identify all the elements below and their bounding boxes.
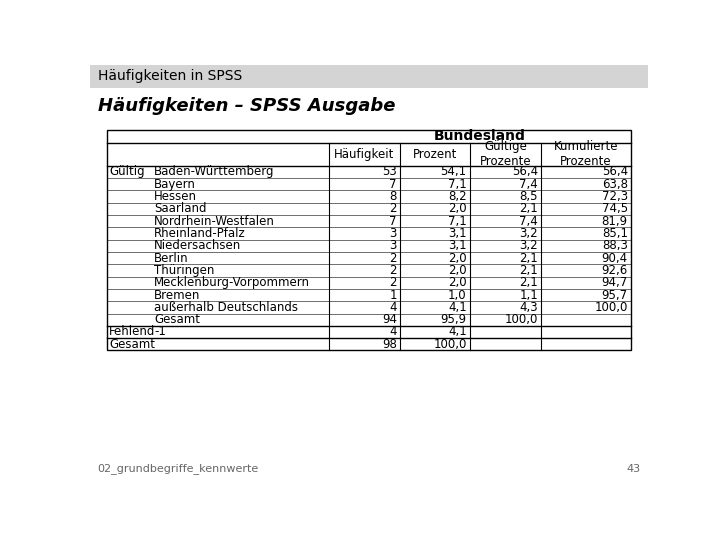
Text: 8: 8: [390, 190, 397, 203]
Text: 7,1: 7,1: [448, 178, 467, 191]
Text: 3: 3: [390, 239, 397, 252]
Text: 1,0: 1,0: [448, 288, 467, 301]
Text: 95,7: 95,7: [602, 288, 628, 301]
Text: Berlin: Berlin: [154, 252, 189, 265]
Text: 2: 2: [390, 202, 397, 215]
Text: 56,4: 56,4: [602, 165, 628, 178]
Text: 02_grundbegriffe_kennwerte: 02_grundbegriffe_kennwerte: [98, 463, 259, 475]
Text: Gültige
Prozente: Gültige Prozente: [480, 140, 531, 168]
Text: 4,1: 4,1: [448, 326, 467, 339]
Text: 94,7: 94,7: [602, 276, 628, 289]
Text: 2,0: 2,0: [448, 202, 467, 215]
Text: Kumulierte
Prozente: Kumulierte Prozente: [554, 140, 618, 168]
Text: -1: -1: [154, 326, 166, 339]
Text: Fehlend: Fehlend: [109, 326, 156, 339]
Text: 94: 94: [382, 313, 397, 326]
Text: Baden-Württemberg: Baden-Württemberg: [154, 165, 275, 178]
Text: 7: 7: [390, 214, 397, 228]
Text: Gesamt: Gesamt: [154, 313, 200, 326]
Text: 74,5: 74,5: [602, 202, 628, 215]
Text: 3,2: 3,2: [519, 239, 538, 252]
Text: Häufigkeiten in SPSS: Häufigkeiten in SPSS: [98, 69, 242, 83]
Text: 7,4: 7,4: [519, 178, 538, 191]
Text: 3,1: 3,1: [448, 239, 467, 252]
Text: 2: 2: [390, 276, 397, 289]
Text: Mecklenburg-Vorpommern: Mecklenburg-Vorpommern: [154, 276, 310, 289]
Bar: [107, 130, 631, 350]
Text: 3: 3: [390, 227, 397, 240]
Text: 1,1: 1,1: [519, 288, 538, 301]
Text: 54,1: 54,1: [441, 165, 467, 178]
Text: 100,0: 100,0: [433, 338, 467, 351]
Text: 2,0: 2,0: [448, 264, 467, 277]
Text: 4: 4: [390, 301, 397, 314]
Text: 4,1: 4,1: [448, 301, 467, 314]
Text: 4,3: 4,3: [519, 301, 538, 314]
Text: 3,1: 3,1: [448, 227, 467, 240]
Text: Häufigkeit: Häufigkeit: [334, 147, 395, 160]
Text: 56,4: 56,4: [512, 165, 538, 178]
Text: 92,6: 92,6: [602, 264, 628, 277]
Text: 100,0: 100,0: [505, 313, 538, 326]
Text: 2,1: 2,1: [519, 202, 538, 215]
Text: 2: 2: [390, 252, 397, 265]
Text: Häufigkeiten – SPSS Ausgabe: Häufigkeiten – SPSS Ausgabe: [98, 97, 395, 114]
Text: Nordrhein-Westfalen: Nordrhein-Westfalen: [154, 214, 275, 228]
Text: 53: 53: [382, 165, 397, 178]
Text: Bremen: Bremen: [154, 288, 201, 301]
Text: Prozent: Prozent: [413, 147, 457, 160]
Text: 2,0: 2,0: [448, 276, 467, 289]
Text: 100,0: 100,0: [595, 301, 628, 314]
Text: 90,4: 90,4: [602, 252, 628, 265]
Bar: [90, 65, 648, 88]
Text: 2,0: 2,0: [448, 252, 467, 265]
Text: 85,1: 85,1: [602, 227, 628, 240]
Text: 7,4: 7,4: [519, 214, 538, 228]
Text: Thüringen: Thüringen: [154, 264, 215, 277]
Text: Bundesland: Bundesland: [434, 130, 526, 144]
Text: 3,2: 3,2: [519, 227, 538, 240]
Text: 2,1: 2,1: [519, 252, 538, 265]
Text: 72,3: 72,3: [602, 190, 628, 203]
Text: 2: 2: [390, 264, 397, 277]
Text: Rheinland-Pfalz: Rheinland-Pfalz: [154, 227, 246, 240]
Text: Gültig: Gültig: [109, 165, 145, 178]
Text: 81,9: 81,9: [602, 214, 628, 228]
Text: Hessen: Hessen: [154, 190, 197, 203]
Text: Saarland: Saarland: [154, 202, 207, 215]
Text: 7,1: 7,1: [448, 214, 467, 228]
Text: 88,3: 88,3: [602, 239, 628, 252]
Text: 4: 4: [390, 326, 397, 339]
Text: 8,2: 8,2: [448, 190, 467, 203]
Text: Niedersachsen: Niedersachsen: [154, 239, 242, 252]
Text: 1: 1: [390, 288, 397, 301]
Text: Gesamt: Gesamt: [109, 338, 156, 351]
Text: 7: 7: [390, 178, 397, 191]
Text: 95,9: 95,9: [441, 313, 467, 326]
Text: 2,1: 2,1: [519, 276, 538, 289]
Text: 98: 98: [382, 338, 397, 351]
Text: 2,1: 2,1: [519, 264, 538, 277]
Text: 63,8: 63,8: [602, 178, 628, 191]
Text: 43: 43: [626, 464, 640, 475]
Text: 8,5: 8,5: [519, 190, 538, 203]
Text: außerhalb Deutschlands: außerhalb Deutschlands: [154, 301, 298, 314]
Text: Bayern: Bayern: [154, 178, 196, 191]
